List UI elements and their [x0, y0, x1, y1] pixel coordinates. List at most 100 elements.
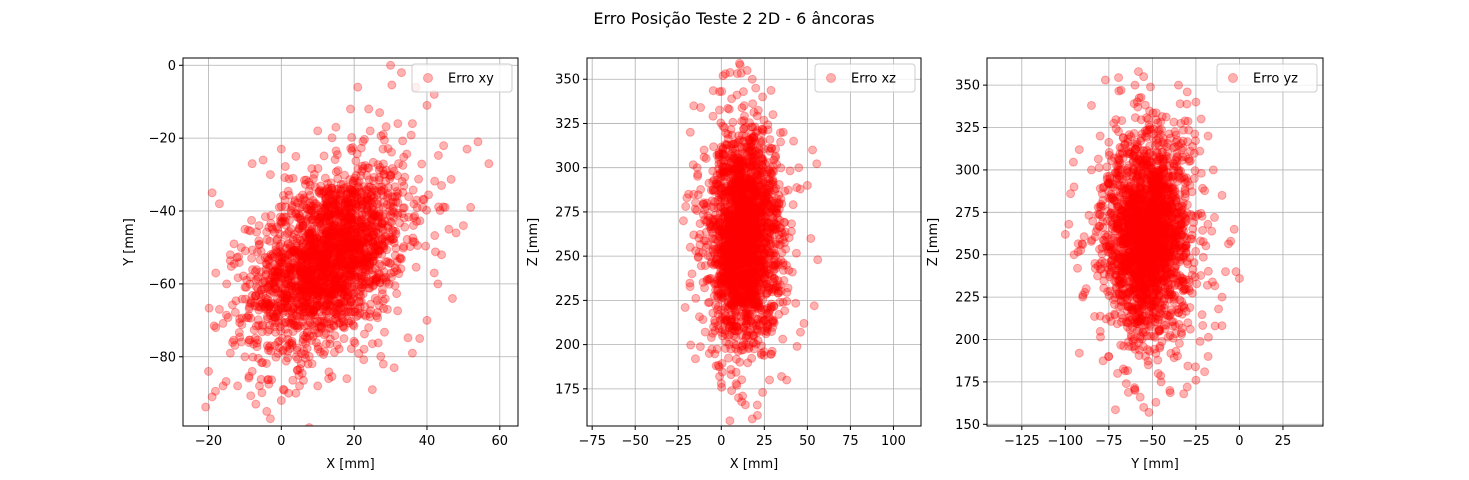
scatter-point	[398, 203, 408, 213]
scatter-point	[740, 248, 750, 258]
scatter-point	[765, 248, 775, 258]
scatter-point	[350, 235, 360, 245]
scatter-point	[696, 103, 706, 113]
scatter-point	[320, 301, 330, 311]
scatter-point	[341, 232, 351, 242]
scatter-point	[341, 207, 351, 217]
scatter-point	[320, 256, 330, 266]
scatter-point	[307, 255, 317, 265]
scatter-point	[343, 307, 353, 317]
scatter-point	[325, 334, 335, 344]
scatter-point	[391, 229, 401, 239]
scatter-point	[332, 316, 342, 326]
scatter-point	[371, 277, 381, 287]
scatter-point	[363, 232, 373, 242]
scatter-point	[321, 200, 331, 210]
scatter-point	[756, 305, 766, 315]
scatter-point	[364, 233, 374, 243]
scatter-point	[307, 233, 317, 243]
scatter-point	[368, 205, 378, 215]
scatter-point	[752, 400, 762, 410]
scatter-point	[316, 321, 326, 331]
scatter-point	[320, 273, 330, 283]
scatter-point	[337, 280, 347, 290]
scatter-point	[297, 255, 307, 265]
scatter-point	[300, 179, 310, 189]
scatter-point	[318, 266, 328, 276]
scatter-point	[412, 216, 422, 226]
scatter-point	[364, 104, 374, 114]
scatter-point	[271, 283, 281, 293]
scatter-point	[285, 296, 295, 306]
x-tick-label: 100	[881, 434, 906, 449]
scatter-point	[343, 187, 353, 197]
scatter-point	[353, 227, 363, 237]
scatter-point	[484, 159, 494, 169]
scatter-point	[268, 287, 278, 297]
scatter-point	[302, 274, 312, 284]
scatter-point	[328, 199, 338, 209]
scatter-point	[267, 286, 277, 296]
scatter-point	[357, 210, 367, 220]
scatter-point	[297, 280, 307, 290]
scatter-point	[354, 240, 364, 250]
scatter-point	[286, 271, 296, 281]
scatter-point	[274, 343, 284, 353]
scatter-point	[393, 210, 403, 220]
scatter-point	[317, 297, 327, 307]
scatter-point	[252, 302, 262, 312]
scatter-point	[280, 306, 290, 316]
scatter-point	[314, 262, 324, 272]
scatter-point	[328, 293, 338, 303]
scatter-point	[263, 256, 273, 266]
scatter-point	[270, 278, 280, 288]
scatter-point	[338, 322, 348, 332]
scatter-point	[295, 268, 305, 278]
scatter-point	[352, 240, 362, 250]
scatter-point	[303, 204, 313, 214]
scatter-point	[346, 307, 356, 317]
scatter-point	[312, 238, 322, 248]
scatter-point	[366, 215, 376, 225]
scatter-point	[343, 289, 353, 299]
scatter-point	[286, 224, 296, 234]
scatter-point	[323, 183, 333, 193]
scatter-point	[434, 202, 444, 212]
scatter-point	[365, 126, 375, 136]
scatter-point	[366, 204, 376, 214]
scatter-point	[265, 341, 275, 351]
scatter-point	[255, 297, 265, 307]
scatter-point	[713, 291, 723, 301]
scatter-point	[334, 271, 344, 281]
scatter-point	[299, 247, 309, 257]
scatter-point	[726, 278, 736, 288]
scatter-point	[252, 265, 262, 275]
scatter-point	[319, 240, 329, 250]
scatter-point	[249, 325, 259, 335]
scatter-point	[338, 212, 348, 222]
scatter-point	[348, 217, 358, 227]
scatter-point	[318, 261, 328, 271]
scatter-point	[318, 254, 328, 264]
scatter-point	[333, 244, 343, 254]
scatter-point	[317, 256, 327, 266]
scatter-point	[310, 244, 320, 254]
scatter-point	[311, 271, 321, 281]
scatter-point	[262, 227, 272, 237]
scatter-point	[386, 217, 396, 227]
scatter-point	[329, 321, 339, 331]
scatter-point	[774, 309, 784, 319]
scatter-point	[334, 205, 344, 215]
scatter-point	[288, 232, 298, 242]
scatter-point	[338, 251, 348, 261]
scatter-point	[319, 282, 329, 292]
scatter-point	[285, 338, 295, 348]
scatter-point	[272, 222, 282, 232]
scatter-point	[302, 270, 312, 280]
scatter-point	[367, 215, 377, 225]
scatter-point	[318, 284, 328, 294]
scatter-point	[334, 228, 344, 238]
scatter-point	[325, 210, 335, 220]
scatter-point	[295, 288, 305, 298]
scatter-point	[235, 314, 245, 324]
